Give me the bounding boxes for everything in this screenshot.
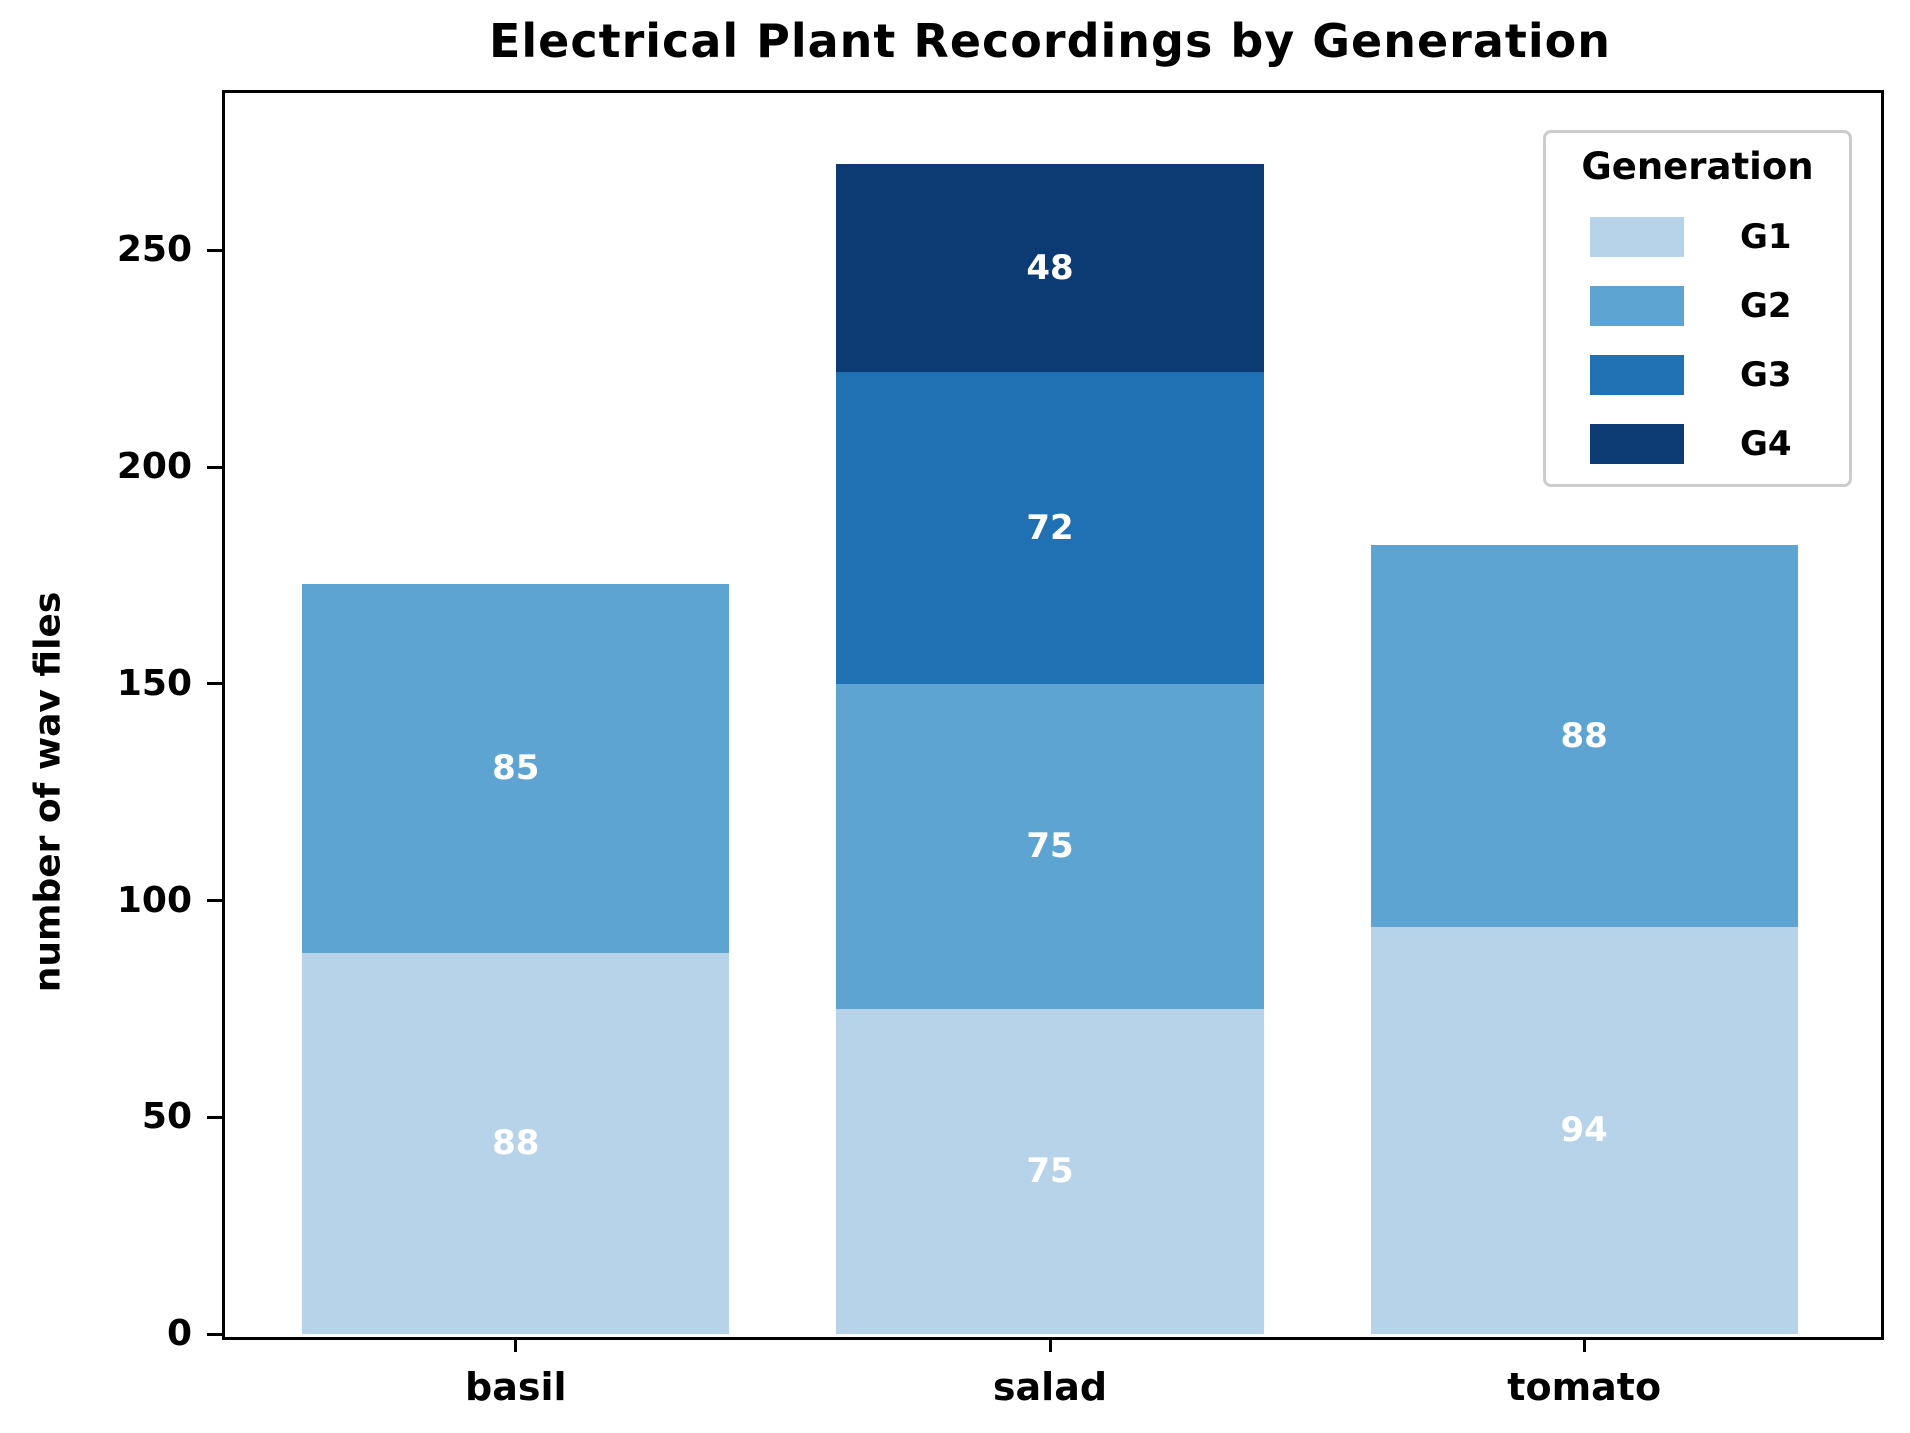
y-tick-mark-150: [207, 682, 222, 686]
bar-segment-salad-g3: 72: [836, 371, 1264, 684]
legend-swatch-g3: [1590, 354, 1684, 395]
legend: Generation G1 G2 G3 G4: [1543, 130, 1852, 487]
legend-swatch-g4: [1590, 423, 1684, 464]
bar-value-label-tomato-g1: 94: [1560, 1110, 1608, 1151]
bar-segment-salad-g2: 75: [836, 683, 1264, 1009]
y-tick-mark-100: [207, 899, 222, 903]
y-tick-label-250: 250: [116, 229, 192, 271]
y-tick-mark-0: [207, 1332, 222, 1336]
bar-value-label-salad-g2: 75: [1026, 826, 1074, 867]
y-tick-label-200: 200: [116, 446, 192, 488]
bar-value-label-basil-g1: 88: [492, 1123, 540, 1164]
legend-label-g2: G2: [1740, 285, 1792, 326]
bar-segment-tomato-g1: 94: [1370, 926, 1798, 1334]
chart-title: Electrical Plant Recordings by Generatio…: [488, 14, 1612, 68]
y-tick-mark-200: [207, 465, 222, 469]
bar-segment-basil-g2: 85: [302, 584, 730, 953]
bar-value-label-tomato-g2: 88: [1560, 715, 1608, 756]
legend-row-g3: G3: [1546, 340, 1849, 409]
y-tick-mark-50: [207, 1115, 222, 1119]
bar-value-label-salad-g3: 72: [1026, 507, 1074, 548]
bar-segment-basil-g1: 88: [302, 952, 730, 1334]
legend-swatch-g2: [1590, 285, 1684, 326]
legend-row-g2: G2: [1546, 271, 1849, 340]
y-tick-mark-250: [207, 248, 222, 252]
y-tick-label-100: 100: [116, 879, 192, 921]
y-axis-label: number of wav files: [27, 591, 69, 993]
x-tick-mark-salad: [1048, 1337, 1052, 1352]
y-tick-label-150: 150: [116, 662, 192, 704]
legend-rows: G1 G2 G3 G4: [1546, 202, 1849, 478]
y-tick-label-0: 0: [166, 1313, 192, 1354]
legend-title: Generation: [1581, 145, 1814, 188]
legend-label-g4: G4: [1740, 423, 1792, 464]
legend-row-g1: G1: [1546, 202, 1849, 271]
legend-label-g3: G3: [1740, 354, 1792, 395]
legend-swatch-g1: [1590, 216, 1684, 257]
x-tick-label-basil: basil: [465, 1365, 567, 1409]
x-tick-mark-tomato: [1582, 1337, 1586, 1352]
x-tick-mark-basil: [514, 1337, 518, 1352]
bar-value-label-salad-g4: 48: [1026, 247, 1074, 288]
bar-segment-salad-g4: 48: [836, 163, 1264, 372]
bar-segment-salad-g1: 75: [836, 1008, 1264, 1334]
bar-value-label-basil-g2: 85: [492, 748, 540, 789]
x-tick-label-salad: salad: [992, 1365, 1108, 1409]
x-tick-label-tomato: tomato: [1507, 1365, 1662, 1409]
legend-row-g4: G4: [1546, 409, 1849, 478]
bar-value-label-salad-g1: 75: [1026, 1151, 1074, 1192]
y-tick-label-50: 50: [141, 1096, 192, 1138]
legend-label-g1: G1: [1740, 216, 1792, 257]
bar-segment-tomato-g2: 88: [1370, 545, 1798, 927]
